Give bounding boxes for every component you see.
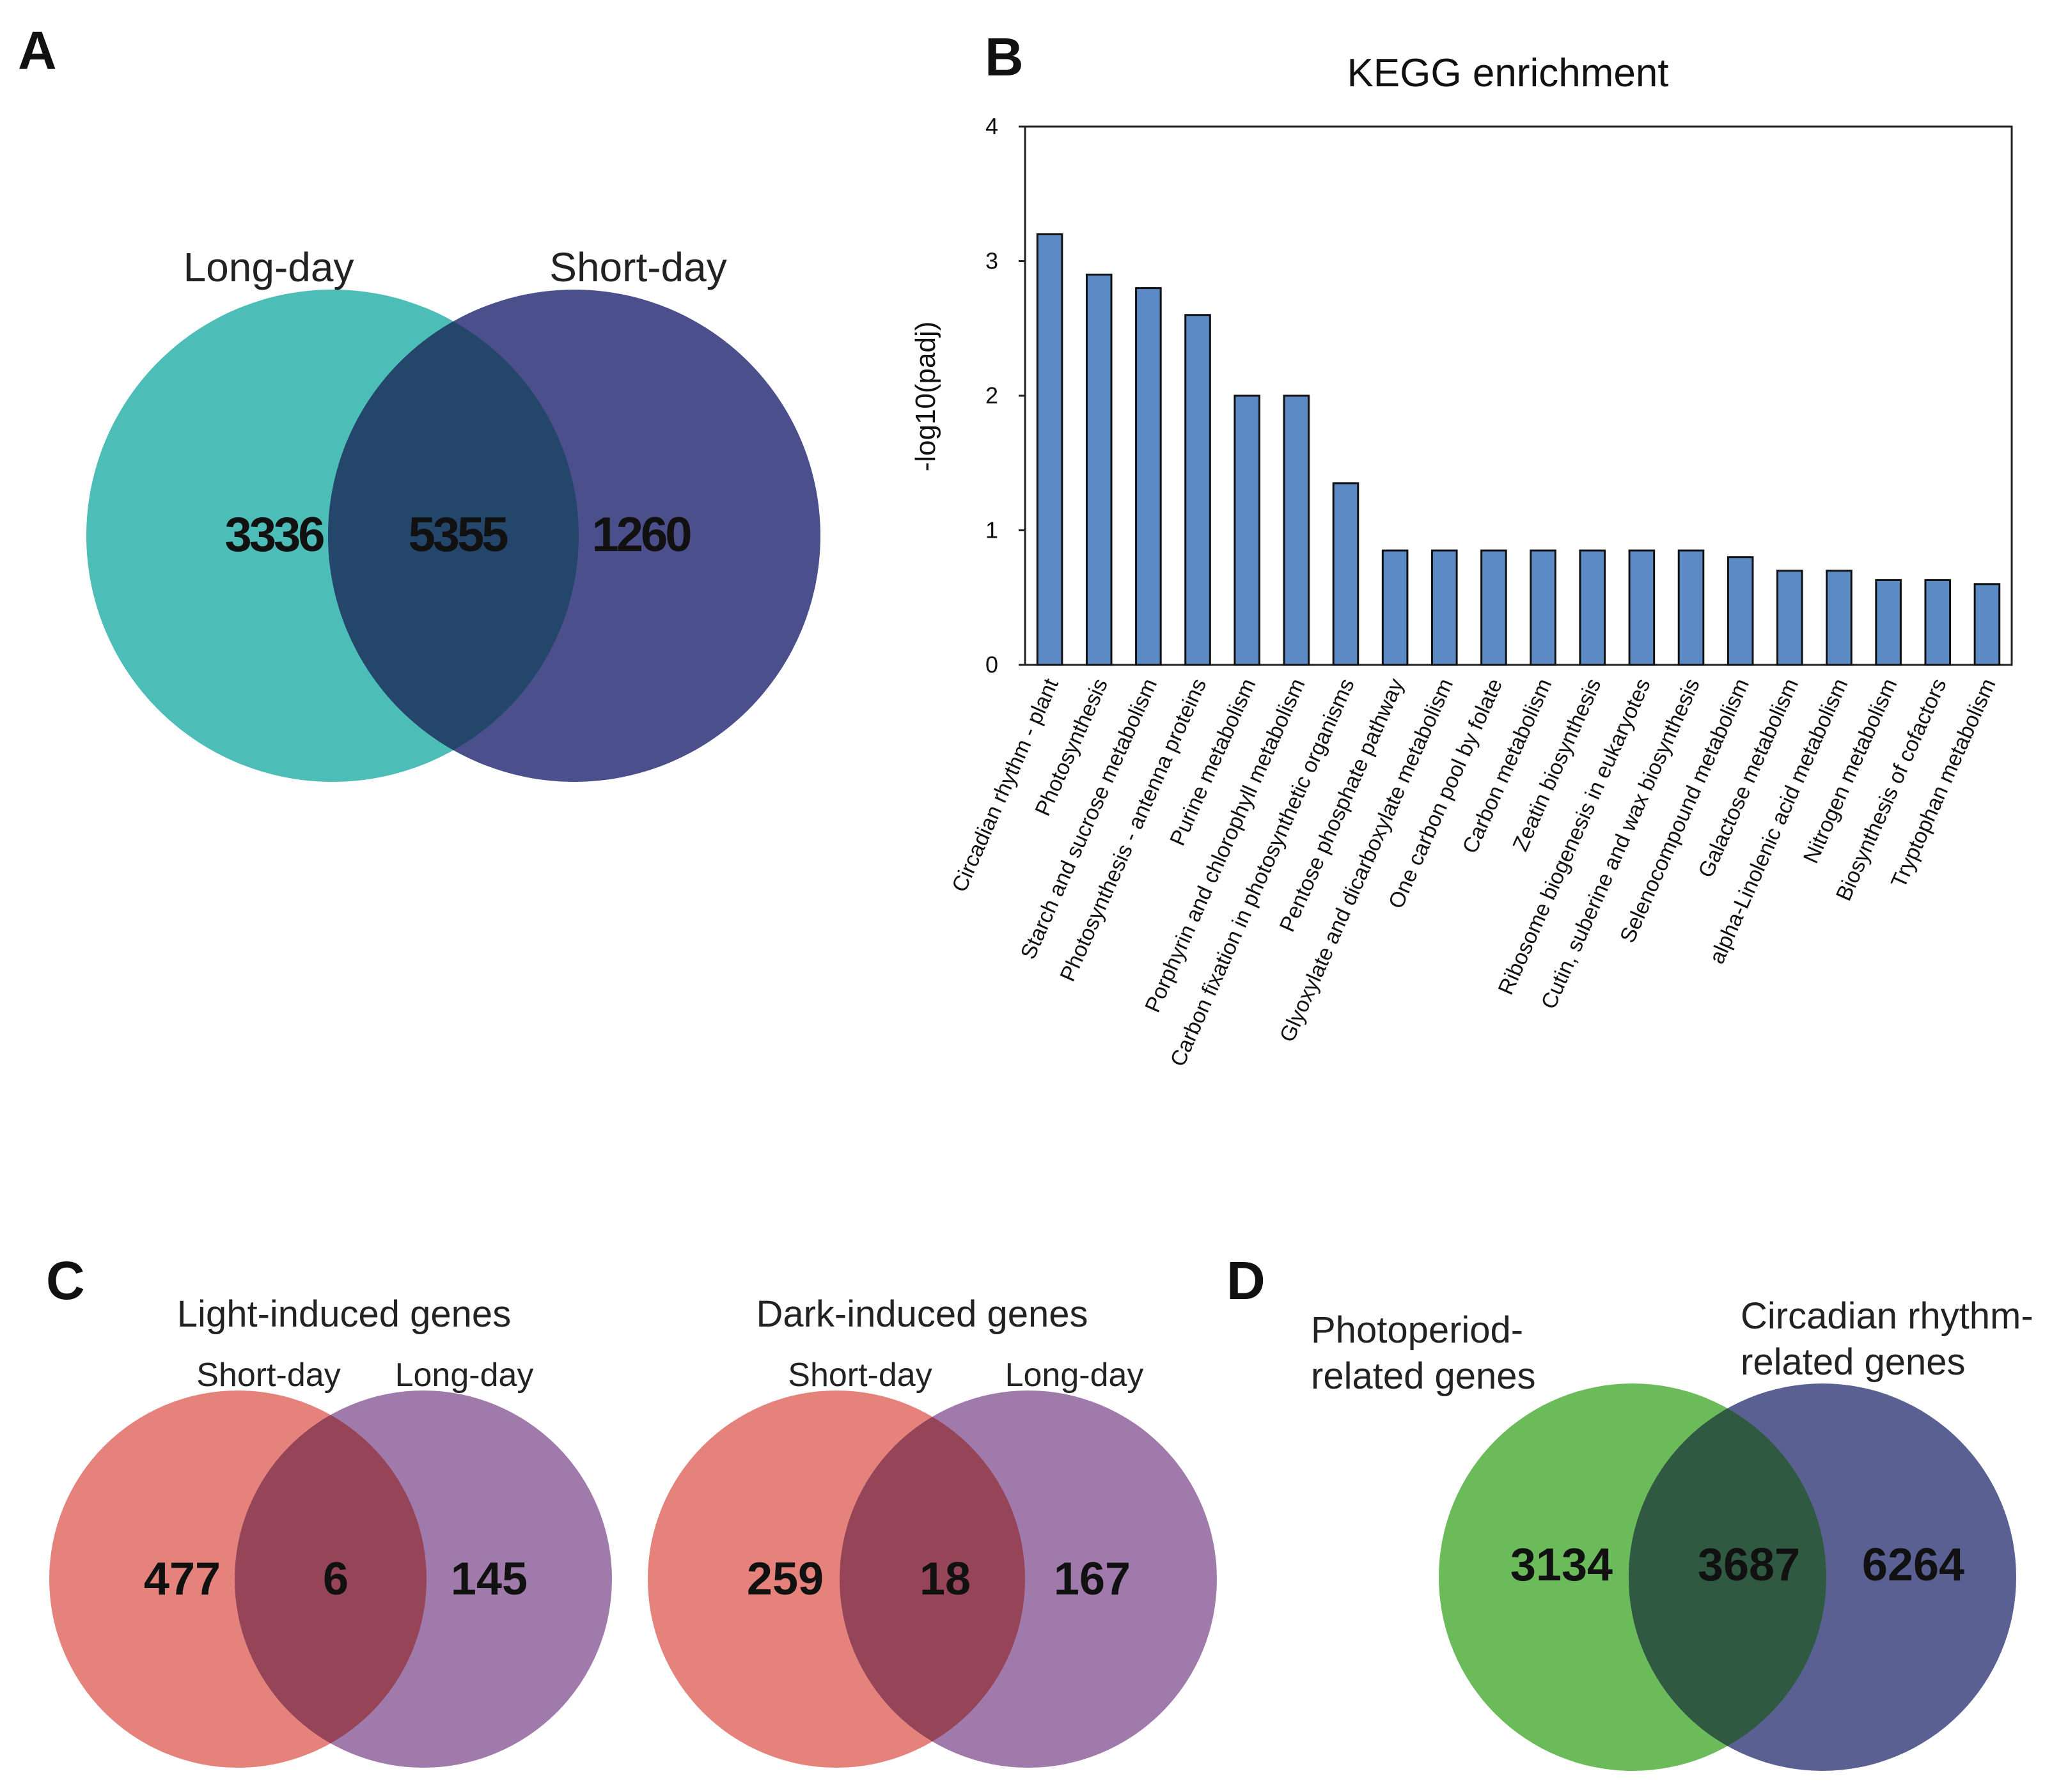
venn-dark-right-count: 167 (1054, 1554, 1131, 1605)
panel-d: D Photoperiod- related genes Circadian r… (1226, 1251, 2033, 1771)
venn-d-right-label-line1: Circadian rhythm- (1741, 1295, 2033, 1337)
y-tick-label: 2 (985, 382, 998, 409)
y-tick-label: 1 (985, 517, 998, 543)
venn-d-right-count: 6264 (1862, 1539, 1964, 1591)
venn-a-left-label: Long-day (184, 244, 354, 290)
bar (1826, 570, 1853, 666)
bar (1628, 549, 1656, 666)
y-tick-label: 3 (985, 248, 998, 274)
venn-dark-overlap-count: 18 (920, 1554, 971, 1605)
venn-a-right-count: 1260 (591, 508, 691, 562)
venn-light-right-count: 145 (451, 1554, 528, 1605)
y-tick-label: 0 (985, 651, 998, 678)
bar (1530, 549, 1556, 666)
venn-a-overlap (328, 290, 579, 782)
venn-light-overlap (235, 1391, 427, 1768)
bar (1776, 570, 1803, 666)
bar (1430, 549, 1458, 666)
bar (1135, 287, 1162, 666)
venn-dark-right-label: Long-day (1005, 1357, 1144, 1394)
plot-frame (1024, 125, 2013, 666)
venn-d-overlap (1629, 1383, 1826, 1771)
bar (1381, 549, 1409, 666)
bar (1283, 394, 1310, 666)
bar (1875, 579, 1902, 666)
venn-dark-left-label: Short-day (788, 1357, 932, 1394)
bar (1579, 549, 1606, 666)
bar (1184, 314, 1211, 666)
bar (1332, 482, 1359, 666)
venn-dark-left-count: 259 (747, 1554, 824, 1605)
panel-c-letter: C (46, 1251, 85, 1311)
venn-light-left-label: Short-day (196, 1357, 340, 1394)
panel-c: C Light-induced genes Short-day Long-day… (46, 1251, 1217, 1768)
bar (1036, 233, 1063, 666)
venn-dark-overlap (840, 1391, 1025, 1768)
bar (1973, 583, 2001, 666)
y-tick-label: 4 (985, 113, 998, 139)
venn-a-right-label: Short-day (549, 244, 726, 290)
panel-a-letter: A (18, 20, 57, 81)
bar (1677, 549, 1705, 666)
venn-a-left-count: 3336 (224, 508, 324, 562)
venn-light-left-count: 477 (144, 1554, 221, 1605)
y-axis-label: -log10(padj) (910, 322, 941, 472)
bar (1727, 556, 1754, 666)
venn-light-title: Light-induced genes (177, 1293, 511, 1335)
venn-d-left-label-line1: Photoperiod- (1311, 1309, 1523, 1351)
panel-b-letter: B (985, 27, 1024, 87)
bar (1480, 549, 1507, 666)
panel-a: A Long-day Short-day 3336 5355 1260 (18, 20, 820, 782)
bar (1085, 274, 1113, 666)
venn-light-overlap-count: 6 (323, 1554, 349, 1605)
bar (1924, 579, 1952, 666)
chart-title: KEGG enrichment (1347, 51, 1668, 95)
venn-d-overlap-count: 3687 (1698, 1539, 1800, 1591)
venn-d-left-label-line2: related genes (1311, 1355, 1535, 1397)
venn-a-overlap-count: 5355 (408, 508, 508, 562)
venn-d-right-label-line2: related genes (1741, 1341, 1965, 1383)
venn-dark-title: Dark-induced genes (756, 1293, 1088, 1335)
bar (1234, 394, 1260, 666)
venn-light-right-label: Long-day (395, 1357, 534, 1394)
venn-d-left-count: 3134 (1510, 1539, 1613, 1591)
panel-d-letter: D (1226, 1251, 1265, 1311)
